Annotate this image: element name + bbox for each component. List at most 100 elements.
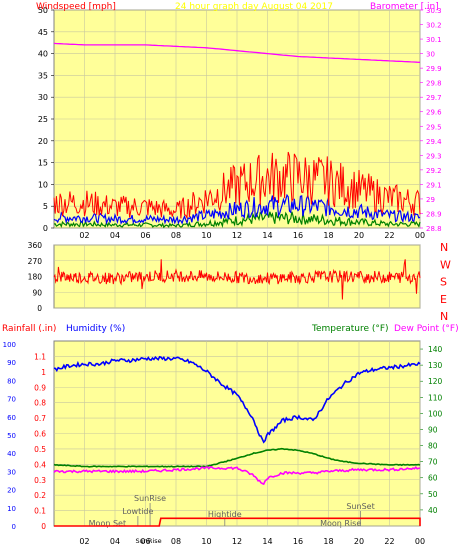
wind-ytick-label: 0: [43, 224, 48, 233]
series-dew-point: [53, 465, 421, 486]
rain-ytick-label: 0.5: [34, 445, 46, 454]
rain-ytick-label: 0.9: [34, 383, 46, 392]
compass-label: N: [440, 241, 448, 254]
humidity-xtick-label: 12: [232, 537, 242, 546]
rain-ytick-label: 0: [41, 522, 46, 531]
event-label: SunRise: [134, 494, 166, 503]
humidity-xtick-label: 20: [354, 537, 364, 546]
temp-ytick-label: 110: [428, 393, 443, 402]
wind-xtick-label: 04: [110, 231, 120, 240]
humidity-ytick-label: 80: [7, 377, 16, 385]
wind-ytick-label: 30: [38, 93, 48, 102]
humidity-ytick-label: 20: [7, 487, 16, 495]
humidity-xtick-label: 06: [140, 537, 150, 546]
rain-ytick-label: 0.1: [34, 507, 46, 516]
series-humidity: [53, 355, 421, 444]
rain-axis-title: Rainfall (.in): [2, 324, 56, 334]
direction-ytick-label: 0: [37, 304, 42, 313]
rain-ytick-label: 1: [41, 368, 46, 377]
baro-ytick-label: 30.1: [426, 36, 442, 44]
temp-ytick-label: 60: [428, 474, 438, 483]
temp-ytick-label: 50: [428, 490, 438, 499]
humidity-ytick-label: 40: [7, 450, 16, 458]
temp-ytick-label: 130: [428, 361, 443, 370]
humidity-xtick-label: 22: [384, 537, 394, 546]
baro-ytick-label: 30: [426, 51, 435, 59]
sunrise-axis-label: SunRise: [136, 537, 162, 545]
rain-ytick-label: 0.3: [34, 476, 46, 485]
event-label: Lowtide: [122, 507, 153, 516]
wind-ytick-label: 40: [38, 50, 48, 59]
wind-ytick-label: 25: [38, 115, 48, 124]
baro-ytick-label: 29.7: [426, 94, 442, 102]
humidity-xtick-label: 16: [293, 537, 303, 546]
baro-ytick-label: 30.3: [426, 7, 442, 15]
wind-ytick-label: 35: [38, 71, 48, 80]
wind-ytick-label: 45: [38, 28, 48, 37]
humidity-xtick-label: 18: [323, 537, 333, 546]
temp-ytick-label: 120: [428, 377, 443, 386]
humidity-ytick-label: 100: [3, 341, 16, 349]
dewpoint-axis-title: Dew Point (°F): [394, 324, 459, 334]
event-label: Moon Set: [89, 519, 126, 528]
series-barometer: [53, 42, 421, 63]
temp-ytick-label: 70: [428, 458, 438, 467]
wind-ytick-label: 15: [38, 159, 48, 168]
event-label: Hightide: [208, 510, 242, 519]
humidity-xtick-label: 10: [201, 537, 211, 546]
rain-ytick-label: 0.2: [34, 491, 46, 500]
wind-xtick-label: 06: [140, 231, 150, 240]
baro-ytick-label: 29.5: [426, 123, 442, 131]
series-average: [53, 211, 421, 229]
rain-ytick-label: 0.6: [34, 430, 46, 439]
baro-ytick-label: 29: [426, 196, 435, 204]
baro-ytick-label: 29.3: [426, 152, 442, 160]
temp-ytick-label: 80: [428, 442, 438, 451]
wind-xtick-label: 16: [293, 231, 303, 240]
humidity-xtick-label: 08: [171, 537, 181, 546]
direction-ytick-label: 360: [28, 241, 43, 250]
baro-ytick-label: 28.8: [426, 225, 442, 233]
humidity-ytick-label: 50: [7, 432, 16, 440]
humidity-xtick-label: 02: [79, 537, 89, 546]
baro-ytick-label: 28.9: [426, 210, 442, 218]
baro-axis-title: Barometer [.in]: [370, 2, 439, 12]
humidity-ytick-label: 10: [7, 505, 16, 513]
direction-ytick-label: 180: [28, 273, 43, 282]
humidity-ytick-label: 90: [7, 359, 16, 367]
wind-xtick-label: 00: [415, 231, 425, 240]
wind-ytick-label: 5: [43, 202, 48, 211]
event-label: SunSet: [346, 502, 374, 511]
temp-axis-title: Temperature (°F): [311, 324, 389, 334]
chart-title: 24 hour graph day August 04 2017: [175, 2, 333, 12]
wind-xtick-label: 18: [323, 231, 333, 240]
baro-ytick-label: 29.2: [426, 167, 442, 175]
baro-ytick-label: 29.4: [426, 138, 442, 146]
humidity-axis-title: Humidity (%): [66, 324, 125, 334]
wind-xtick-label: 22: [384, 231, 394, 240]
series-gust: [53, 151, 421, 220]
temp-ytick-label: 40: [428, 506, 438, 515]
rain-ytick-label: 0.8: [34, 399, 46, 408]
compass-label: N: [440, 310, 448, 323]
wind-xtick-label: 10: [201, 231, 211, 240]
series-temperature: [53, 447, 421, 468]
wind-xtick-label: 20: [354, 231, 364, 240]
temp-ytick-label: 100: [428, 409, 443, 418]
wind-ytick-label: 50: [38, 6, 48, 15]
wind-axis-title: Windspeed [mph]: [36, 2, 116, 12]
compass-label: S: [440, 276, 447, 289]
compass-label: W: [440, 258, 451, 271]
baro-ytick-label: 30.2: [426, 22, 442, 30]
series-wind-direction: [53, 259, 421, 300]
humidity-ytick-label: 70: [7, 396, 16, 404]
wind-xtick-label: 08: [171, 231, 181, 240]
baro-ytick-label: 29.1: [426, 181, 442, 189]
humidity-ytick-label: 0: [12, 523, 16, 531]
compass-label: E: [440, 293, 447, 306]
rain-ytick-label: 0.7: [34, 414, 46, 423]
event-label: Moon Rise: [320, 519, 361, 528]
rain-ytick-label: 1.1: [34, 352, 46, 361]
humidity-xtick-label: 04: [110, 537, 120, 546]
direction-ytick-label: 270: [28, 257, 43, 266]
